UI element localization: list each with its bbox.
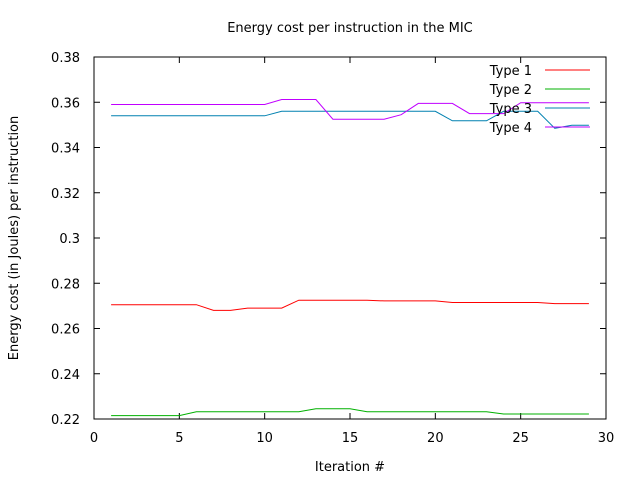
legend-label-1: Type 1	[489, 64, 532, 79]
x-tick-label: 25	[512, 431, 529, 446]
legend-label-2: Type 2	[489, 83, 532, 98]
x-tick-label: 10	[256, 431, 273, 446]
x-axis-title: Iteration #	[315, 460, 385, 475]
x-tick-label: 5	[175, 431, 183, 446]
y-tick-label: 0.34	[51, 142, 80, 157]
series-line-1	[111, 299, 589, 311]
y-tick-label: 0.38	[51, 51, 80, 66]
x-tick-label: 0	[90, 431, 98, 446]
legend-label-4: Type 4	[489, 121, 532, 136]
y-tick-label: 0.26	[51, 323, 80, 338]
series-group	[111, 99, 589, 417]
tick-group: 0 5 10 15 20 25 30 0.22 0.24 0.26 0.28 0.3 0.32 0.34 0…	[51, 51, 614, 446]
x-tick-label: 20	[427, 431, 444, 446]
y-tick-label: 0.22	[51, 413, 80, 428]
series-line-4	[111, 99, 589, 120]
x-tick-label: 15	[342, 431, 359, 446]
chart-title: Energy cost per instruction in the MIC	[227, 21, 473, 36]
x-tick-label: 30	[598, 431, 615, 446]
y-tick-label: 0.24	[51, 368, 80, 383]
y-tick-label: 0.36	[51, 96, 80, 111]
series-line-2	[111, 408, 589, 417]
legend-label-3: Type 3	[489, 102, 532, 117]
y-tick-label: 0.32	[51, 187, 80, 202]
y-axis-title: Energy cost (in Joules) per instruction	[7, 116, 22, 361]
y-tick-label: 0.3	[59, 232, 80, 247]
legend: Type 1 Type 2 Type 3 Type 4	[489, 64, 590, 136]
y-tick-label: 0.28	[51, 277, 80, 292]
series-line-3	[111, 110, 589, 129]
